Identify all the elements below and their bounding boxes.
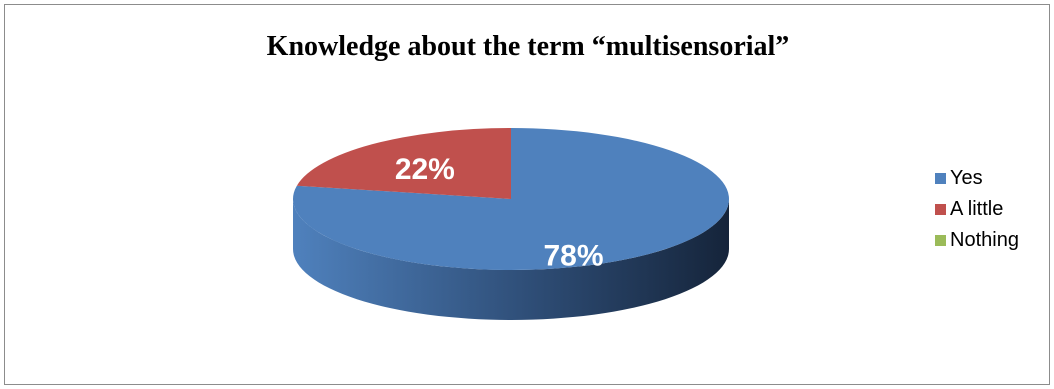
legend-item-a-little: A little [935,194,1019,225]
legend: Yes A little Nothing [935,163,1019,256]
chart-frame: Knowledge about the term “multisensorial… [4,4,1050,385]
legend-swatch [935,173,946,184]
legend-item-yes: Yes [935,163,1019,194]
legend-label: Yes [950,167,983,189]
pie-slice-a-little [296,127,511,199]
chart-title: Knowledge about the term “multisensorial… [266,31,790,62]
data-label-yes: 78% [544,240,604,273]
legend-label: A little [950,198,1004,220]
legend-label: Nothing [950,229,1019,251]
pie-side-yes [293,199,729,320]
legend-swatch [935,235,946,246]
pie-chart: 78% 22% [293,127,729,320]
legend-item-nothing: Nothing [935,225,1019,256]
pie-slice-yes [293,128,729,270]
legend-swatch [935,204,946,215]
data-label-a-little: 22% [395,153,455,186]
